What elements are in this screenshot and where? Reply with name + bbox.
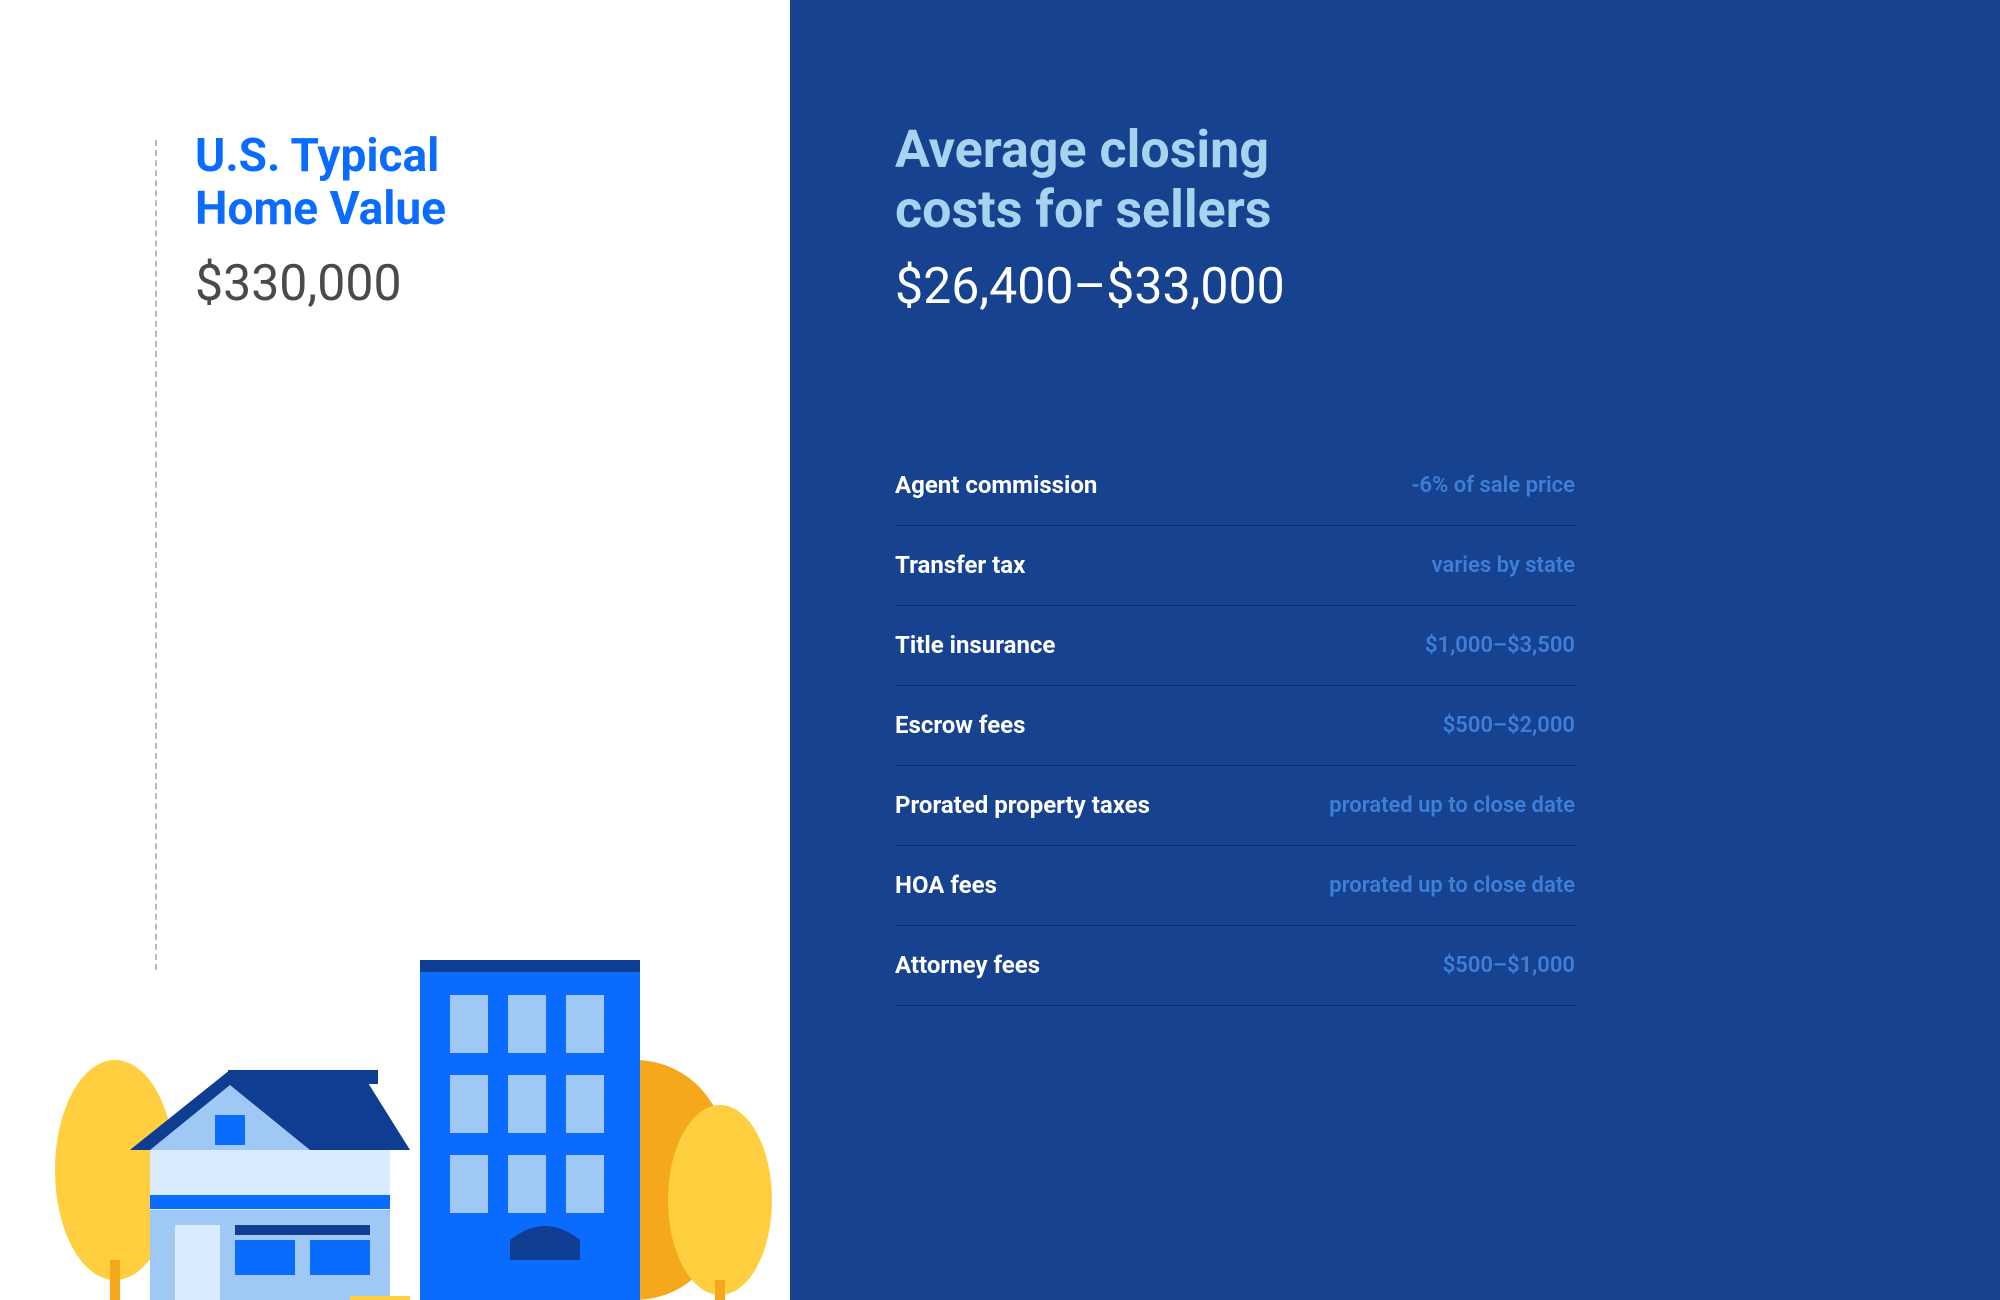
cost-label: HOA fees [895,871,997,899]
right-title-line2: costs for sellers [895,179,1271,240]
house-icon [130,1070,410,1300]
cost-value: $500–$2,000 [1443,713,1575,738]
cost-label: Title insurance [895,631,1055,659]
tree-right-trunk [715,1280,725,1300]
cost-label: Attorney fees [895,951,1040,979]
table-row: Prorated property taxes prorated up to cl… [895,766,1575,846]
tree-right-icon [668,1105,772,1295]
table-row: Transfer tax varies by state [895,526,1575,606]
cost-value: $500–$1,000 [1443,953,1575,978]
ground-stripe [350,1296,410,1300]
table-row: HOA fees prorated up to close date [895,846,1575,926]
infographic-root: U.S. Typical Home Value $330,000 [0,0,2000,1300]
vertical-divider [155,140,157,970]
left-title-line1: U.S. Typical [195,129,439,183]
tree-left-trunk [110,1260,120,1300]
right-title: Average closing costs for sellers [895,120,1905,240]
table-row: Title insurance $1,000–$3,500 [895,606,1575,686]
table-row: Attorney fees $500–$1,000 [895,926,1575,1006]
cost-value: prorated up to close date [1329,873,1575,898]
table-row: Agent commission -6% of sale price [895,446,1575,526]
cost-label: Agent commission [895,471,1097,499]
building-icon [420,960,640,1300]
cost-table: Agent commission -6% of sale price Transfe… [895,446,1905,1006]
cost-value: $1,000–$3,500 [1425,633,1575,658]
cost-label: Prorated property taxes [895,791,1150,819]
left-value: $330,000 [195,255,402,313]
cost-label: Transfer tax [895,551,1025,579]
right-panel: Average closing costs for sellers $26,40… [790,0,2000,1300]
cost-value: prorated up to close date [1329,793,1575,818]
cost-value: -6% of sale price [1411,473,1575,498]
right-title-line1: Average closing [895,119,1269,180]
buildings-illustration [0,880,790,1300]
left-title-line2: Home Value [195,182,446,236]
cost-label: Escrow fees [895,711,1025,739]
table-row: Escrow fees $500–$2,000 [895,686,1575,766]
right-value: $26,400–$33,000 [895,258,1905,316]
left-panel: U.S. Typical Home Value $330,000 [0,0,790,1300]
cost-value: varies by state [1432,553,1575,578]
left-title: U.S. Typical Home Value [195,130,446,236]
